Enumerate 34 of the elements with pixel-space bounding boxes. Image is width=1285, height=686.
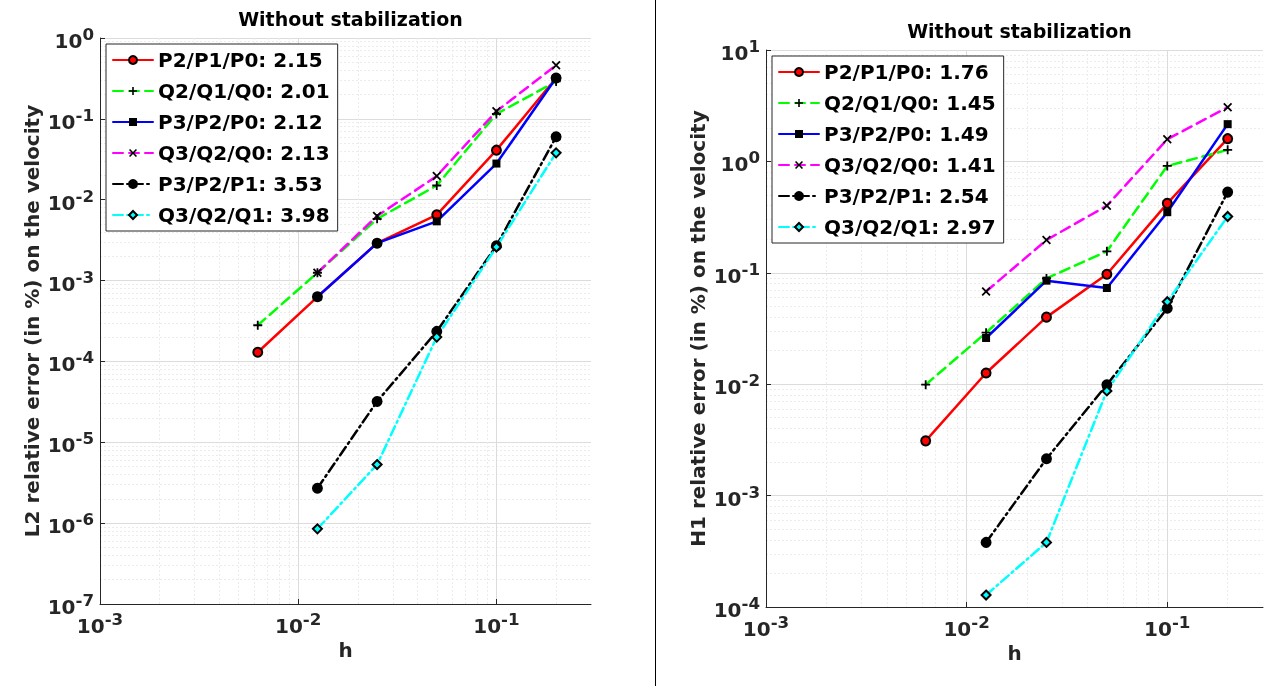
x-axis-title: h — [1007, 641, 1022, 665]
legend-label: P2/P1/P0: 2.15 — [158, 48, 323, 72]
x-tick-label: 10$^{-1}$ — [1144, 612, 1191, 641]
legend-label: Q3/Q2/Q0: 2.13 — [158, 141, 330, 165]
y-tick-label: 10$^{0}$ — [54, 24, 94, 53]
y-tick-label: 10$^{-6}$ — [47, 509, 94, 538]
chart-title: Without stabilization — [907, 19, 1132, 42]
legend-label: P3/P2/P1: 2.54 — [824, 184, 989, 208]
legend-label: Q3/Q2/Q1: 2.97 — [824, 215, 996, 239]
y-tick-label: 10$^{0}$ — [720, 147, 760, 177]
y-tick-label: 10$^{1}$ — [720, 36, 760, 65]
y-tick-label: 10$^{-5}$ — [47, 428, 94, 458]
legend-label: P3/P2/P0: 2.12 — [158, 110, 323, 134]
legend-label: Q2/Q1/Q0: 2.01 — [158, 79, 330, 103]
legend-label: P3/P2/P1: 3.53 — [158, 172, 323, 196]
y-tick-label: 10$^{-4}$ — [47, 347, 94, 377]
y-tick-label: 10$^{-1}$ — [713, 258, 760, 288]
legend-label: P2/P1/P0: 1.76 — [824, 60, 989, 84]
y-tick-label: 10$^{-3}$ — [713, 481, 760, 511]
y-tick-label: 10$^{-2}$ — [713, 370, 760, 400]
y-tick-label: 10$^{-1}$ — [47, 105, 94, 134]
chart-title: Without stabilization — [238, 7, 463, 30]
x-tick-label: 10$^{-2}$ — [275, 609, 322, 638]
y-tick-label: 10$^{-2}$ — [47, 185, 94, 215]
legend-label: P3/P2/P0: 1.49 — [824, 122, 989, 146]
x-tick-label: 10$^{-1}$ — [473, 609, 520, 638]
legend-label: Q3/Q2/Q1: 3.98 — [158, 203, 330, 227]
y-axis-title: L2 relative error (in %) on the velocity — [20, 104, 44, 538]
y-tick-label: 10$^{-3}$ — [47, 266, 94, 296]
x-tick-label: 10$^{-2}$ — [943, 612, 990, 641]
legend-label: Q3/Q2/Q0: 1.41 — [824, 153, 996, 177]
y-axis-title: H1 relative error (in %) on the velocity — [686, 110, 710, 547]
x-axis-title: h — [338, 638, 353, 662]
legend-label: Q2/Q1/Q0: 1.45 — [824, 91, 996, 115]
